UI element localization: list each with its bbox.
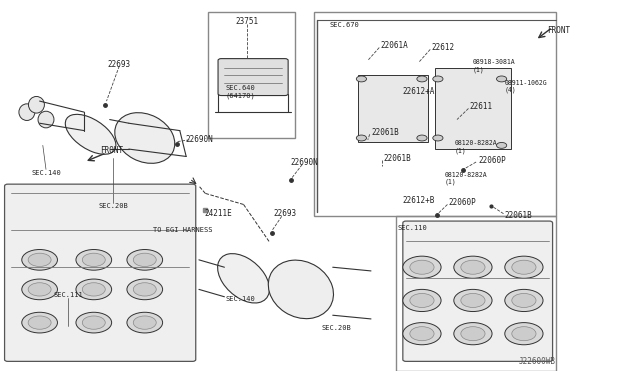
Circle shape [76,279,111,300]
Circle shape [403,323,441,345]
Circle shape [505,256,543,278]
Circle shape [76,312,111,333]
Ellipse shape [65,114,116,154]
Text: 22612+A: 22612+A [403,87,435,96]
Circle shape [433,76,443,82]
Circle shape [512,294,536,308]
Text: 22611: 22611 [470,102,493,111]
Ellipse shape [218,254,269,303]
Text: 22060P: 22060P [449,198,476,207]
Circle shape [512,260,536,274]
Circle shape [461,327,485,341]
Circle shape [356,76,367,82]
Circle shape [403,256,441,278]
Text: SEC.140: SEC.140 [225,296,255,302]
Circle shape [22,279,58,300]
Circle shape [417,76,427,82]
Circle shape [28,283,51,296]
Text: 22612: 22612 [431,43,454,52]
Circle shape [22,312,58,333]
Text: SEC.20B: SEC.20B [321,325,351,331]
Circle shape [28,253,51,266]
Text: SEC.670: SEC.670 [330,22,359,28]
Text: 22612+B: 22612+B [403,196,435,205]
Circle shape [512,327,536,341]
Circle shape [83,316,105,329]
Bar [314,13,556,215]
Bar [435,68,511,149]
Circle shape [127,279,163,300]
Bar [358,75,428,142]
Text: 22061A: 22061A [381,41,408,50]
Circle shape [505,323,543,345]
Text: 22061B: 22061B [384,154,412,163]
Ellipse shape [115,113,175,163]
Circle shape [454,256,492,278]
Text: FRONT: FRONT [547,26,570,35]
Text: 08918-3081A
(1): 08918-3081A (1) [473,59,516,73]
Circle shape [133,316,156,329]
Text: 22061B: 22061B [371,128,399,137]
Text: TO EGI HARNESS: TO EGI HARNESS [153,227,212,233]
Circle shape [410,260,434,274]
Circle shape [83,253,105,266]
Circle shape [22,250,58,270]
Bar [209,13,294,138]
Circle shape [433,135,443,141]
Circle shape [410,327,434,341]
Ellipse shape [28,96,44,113]
Circle shape [497,76,507,82]
Circle shape [417,135,427,141]
FancyBboxPatch shape [403,221,552,361]
Text: SEC.111: SEC.111 [53,292,83,298]
Text: 22690N: 22690N [185,135,213,144]
Text: SEC.140: SEC.140 [31,170,61,176]
Text: J22600WB: J22600WB [519,357,556,366]
Text: 23751: 23751 [235,17,259,26]
Text: 22060P: 22060P [478,155,506,165]
Text: 22693: 22693 [108,60,131,69]
Text: 24211E: 24211E [204,209,232,218]
FancyBboxPatch shape [4,184,196,361]
Circle shape [76,250,111,270]
Text: FRONT: FRONT [100,147,124,155]
Ellipse shape [268,260,333,319]
Text: 08911-1062G
(4): 08911-1062G (4) [505,80,547,93]
Circle shape [133,253,156,266]
Circle shape [410,294,434,308]
Text: 22061B: 22061B [505,211,532,220]
Circle shape [133,283,156,296]
Bar [396,215,556,371]
Circle shape [127,312,163,333]
Text: 22690N: 22690N [290,157,318,167]
Circle shape [83,283,105,296]
Circle shape [28,316,51,329]
Ellipse shape [19,104,35,121]
Circle shape [454,289,492,311]
Text: SEC.110: SEC.110 [397,225,428,231]
Text: 08120-8282A
(1): 08120-8282A (1) [455,141,498,154]
Text: 22693: 22693 [273,209,296,218]
Circle shape [127,250,163,270]
Circle shape [403,289,441,311]
Circle shape [461,294,485,308]
Circle shape [497,142,507,148]
Circle shape [505,289,543,311]
FancyBboxPatch shape [218,59,288,96]
Circle shape [356,135,367,141]
Circle shape [454,323,492,345]
Circle shape [461,260,485,274]
Text: 08120-8282A
(1): 08120-8282A (1) [444,172,487,185]
Text: SEC.640
(64170): SEC.640 (64170) [225,85,255,99]
Ellipse shape [38,111,54,128]
Text: SEC.20B: SEC.20B [98,203,128,209]
